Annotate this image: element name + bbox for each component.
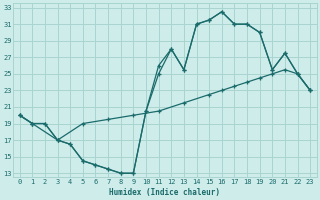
X-axis label: Humidex (Indice chaleur): Humidex (Indice chaleur) [109,188,220,197]
